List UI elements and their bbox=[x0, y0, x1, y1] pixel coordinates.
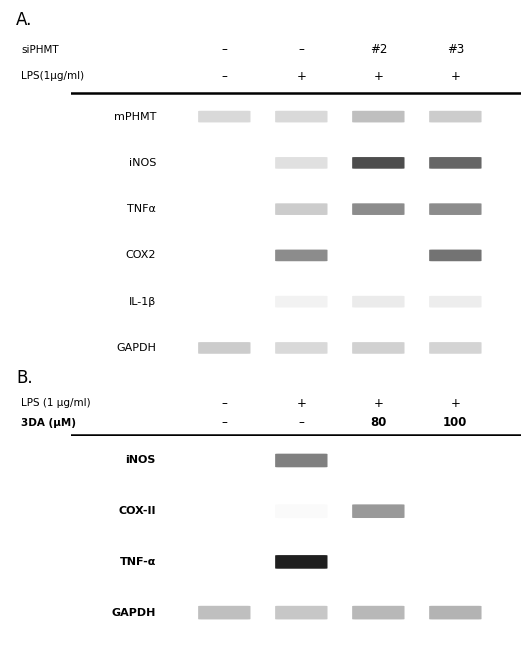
Text: iNOS: iNOS bbox=[129, 158, 156, 168]
Text: +: + bbox=[296, 70, 306, 83]
FancyBboxPatch shape bbox=[275, 157, 328, 169]
Text: +: + bbox=[451, 396, 460, 409]
FancyBboxPatch shape bbox=[352, 157, 404, 169]
Text: #2: #2 bbox=[370, 43, 387, 56]
FancyBboxPatch shape bbox=[352, 342, 404, 353]
Text: iNOS: iNOS bbox=[126, 456, 156, 465]
Text: –: – bbox=[221, 43, 227, 56]
Text: –: – bbox=[298, 416, 304, 429]
Text: –: – bbox=[221, 70, 227, 83]
Text: mPHMT: mPHMT bbox=[114, 111, 156, 122]
Text: +: + bbox=[373, 70, 383, 83]
FancyBboxPatch shape bbox=[198, 111, 251, 122]
Text: –: – bbox=[221, 416, 227, 429]
Text: #3: #3 bbox=[447, 43, 464, 56]
FancyBboxPatch shape bbox=[275, 203, 328, 215]
FancyBboxPatch shape bbox=[352, 505, 404, 518]
FancyBboxPatch shape bbox=[275, 342, 328, 353]
Text: –: – bbox=[298, 43, 304, 56]
Text: 80: 80 bbox=[370, 416, 387, 429]
FancyBboxPatch shape bbox=[429, 157, 481, 169]
Text: LPS (1 μg/ml): LPS (1 μg/ml) bbox=[21, 398, 91, 408]
FancyBboxPatch shape bbox=[275, 249, 328, 261]
FancyBboxPatch shape bbox=[429, 249, 481, 261]
Text: GAPDH: GAPDH bbox=[116, 343, 156, 353]
Text: siPHMT: siPHMT bbox=[21, 45, 59, 55]
Text: –: – bbox=[221, 396, 227, 409]
Text: +: + bbox=[296, 396, 306, 409]
Text: 100: 100 bbox=[443, 416, 468, 429]
FancyBboxPatch shape bbox=[275, 296, 328, 307]
FancyBboxPatch shape bbox=[352, 111, 404, 122]
FancyBboxPatch shape bbox=[352, 296, 404, 307]
Text: +: + bbox=[373, 396, 383, 409]
Text: IL-1β: IL-1β bbox=[129, 297, 156, 307]
FancyBboxPatch shape bbox=[275, 454, 328, 467]
Text: GAPDH: GAPDH bbox=[112, 607, 156, 618]
FancyBboxPatch shape bbox=[275, 555, 328, 569]
FancyBboxPatch shape bbox=[352, 203, 404, 215]
FancyBboxPatch shape bbox=[429, 606, 481, 620]
FancyBboxPatch shape bbox=[198, 606, 251, 620]
FancyBboxPatch shape bbox=[275, 505, 328, 518]
FancyBboxPatch shape bbox=[275, 606, 328, 620]
Text: TNF-α: TNF-α bbox=[120, 557, 156, 567]
FancyBboxPatch shape bbox=[429, 342, 481, 353]
FancyBboxPatch shape bbox=[352, 606, 404, 620]
Text: A.: A. bbox=[16, 11, 32, 29]
FancyBboxPatch shape bbox=[429, 203, 481, 215]
FancyBboxPatch shape bbox=[429, 296, 481, 307]
Text: TNFα: TNFα bbox=[127, 204, 156, 214]
FancyBboxPatch shape bbox=[275, 111, 328, 122]
FancyBboxPatch shape bbox=[198, 342, 251, 353]
Text: 3DA (μM): 3DA (μM) bbox=[21, 418, 76, 428]
Text: COX2: COX2 bbox=[126, 251, 156, 260]
Text: LPS(1μg/ml): LPS(1μg/ml) bbox=[21, 72, 85, 81]
Text: +: + bbox=[451, 70, 460, 83]
Text: COX-II: COX-II bbox=[119, 506, 156, 516]
Text: B.: B. bbox=[16, 369, 32, 387]
FancyBboxPatch shape bbox=[429, 111, 481, 122]
